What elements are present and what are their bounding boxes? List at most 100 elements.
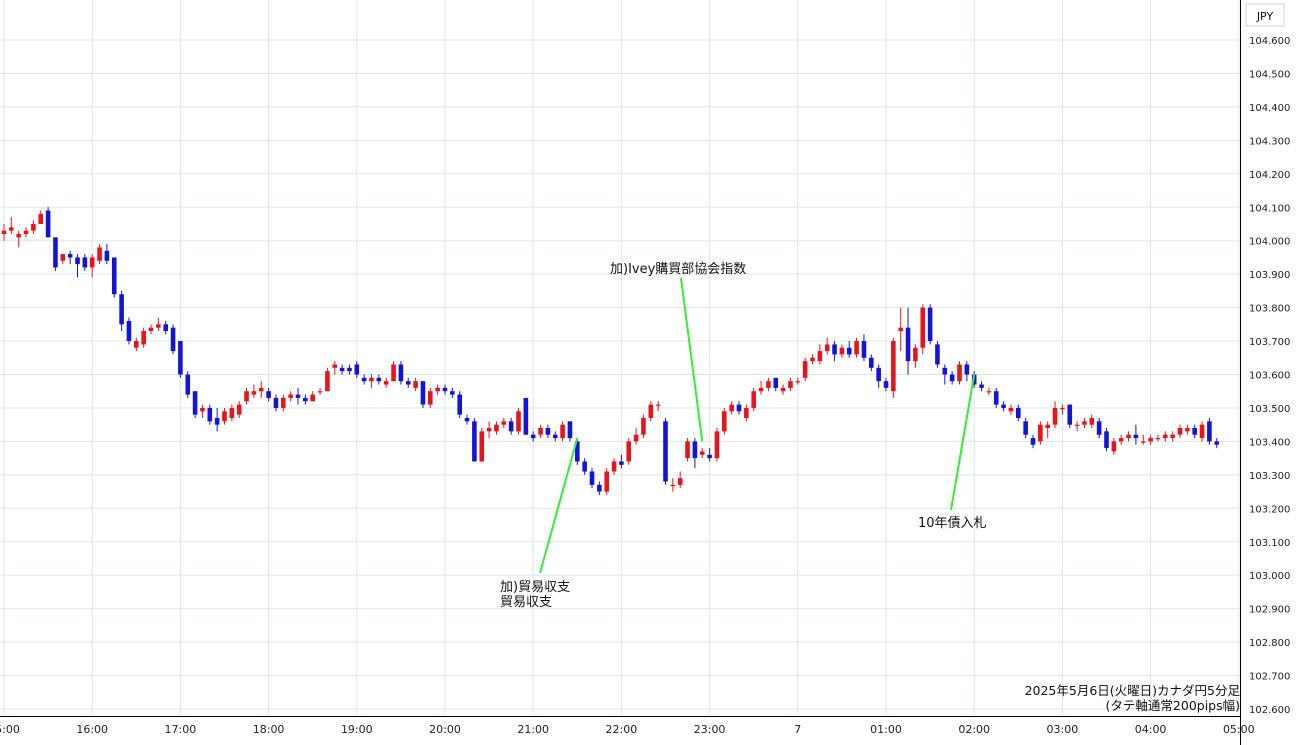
candle-up <box>913 344 918 368</box>
candle-down <box>104 244 110 265</box>
candle-up <box>891 337 896 398</box>
candle-body <box>648 404 654 418</box>
candle-body <box>1045 424 1050 429</box>
candle-up <box>655 401 661 412</box>
candle-body <box>699 451 705 455</box>
candle-body <box>552 434 558 439</box>
candle-down <box>552 431 558 442</box>
currency-badge[interactable] <box>1245 3 1285 27</box>
candle-body <box>214 417 220 425</box>
candle-body <box>281 397 286 408</box>
candle-up <box>501 417 507 429</box>
x-tick-label: 20:00 <box>429 723 461 736</box>
candles-layer <box>1 207 1220 495</box>
candle-down <box>214 407 220 432</box>
candle-body <box>428 391 433 405</box>
candle-body <box>964 364 970 375</box>
x-tick-label: 7 <box>794 723 801 736</box>
candle-down <box>846 341 852 358</box>
candle-body <box>442 387 448 392</box>
candle-down <box>1023 417 1028 439</box>
candle-body <box>927 307 933 342</box>
candle-body <box>317 391 323 393</box>
candle-body <box>589 471 595 485</box>
candle-down <box>1214 438 1220 449</box>
candle-body <box>266 391 271 398</box>
candle-body <box>1192 428 1197 435</box>
candle-body <box>832 344 837 355</box>
candle-body <box>545 428 551 435</box>
candle-up <box>626 438 632 465</box>
candle-up <box>317 387 323 395</box>
candle-down <box>927 304 933 345</box>
x-tick-label: 04:00 <box>1135 723 1167 736</box>
candle-up <box>824 337 830 355</box>
candle-up <box>758 381 764 395</box>
candle-body <box>273 397 279 408</box>
x-tick-label: 23:00 <box>694 723 726 736</box>
candle-down <box>273 394 279 412</box>
candle-body <box>920 307 926 348</box>
candle-up <box>641 414 646 439</box>
candle-down <box>1104 428 1109 452</box>
candle-body <box>361 377 367 382</box>
candle-body <box>1148 438 1153 442</box>
candle-up <box>744 404 749 422</box>
candle-up <box>677 471 683 489</box>
candle-up <box>957 361 962 385</box>
y-axis-ticks: 102.600 102.700 102.800 102.900 103.000 103.1… <box>1249 36 1290 716</box>
x-tick-label: 01:00 <box>870 723 902 736</box>
candle-body <box>538 428 543 435</box>
candle-body <box>207 407 213 422</box>
y-tick-label: 102.900 <box>1249 605 1290 616</box>
candle-up <box>722 407 727 435</box>
candle-up <box>1118 434 1124 445</box>
candle-down <box>398 361 404 385</box>
candle-up <box>817 344 823 365</box>
candle-down <box>508 417 514 435</box>
candle-body <box>383 381 389 385</box>
candle-up <box>560 421 565 442</box>
candle-up <box>134 337 139 352</box>
candle-body <box>339 367 345 372</box>
candle-body <box>200 407 205 412</box>
candle-up <box>670 478 676 492</box>
candle-up <box>751 387 756 412</box>
annotation-leader-line <box>950 374 976 511</box>
candle-body <box>325 371 330 392</box>
candle-body <box>38 213 44 224</box>
x-tick-label: 15:00 <box>0 723 20 736</box>
candle-down <box>575 438 580 465</box>
candle-down <box>185 371 191 398</box>
candle-body <box>464 417 470 422</box>
candle-up <box>633 428 639 445</box>
annotation-leader-line <box>680 277 704 442</box>
candle-body <box>1074 424 1080 426</box>
y-tick-label: 104.600 <box>1249 36 1290 47</box>
candle-body <box>141 331 146 345</box>
candle-up <box>810 354 815 365</box>
candle-body <box>332 364 338 368</box>
candle-down <box>949 371 955 385</box>
candle-up <box>1148 434 1153 445</box>
candle-down <box>663 417 668 485</box>
candle-body <box>641 417 646 435</box>
candle-down <box>582 458 587 475</box>
candle-up <box>229 404 235 422</box>
y-tick-label: 104.400 <box>1249 103 1290 114</box>
candle-up <box>1 223 7 241</box>
candle-body <box>722 411 727 432</box>
candle-up <box>516 407 521 435</box>
x-tick-label: 22:00 <box>606 723 638 736</box>
candle-down <box>1030 434 1036 449</box>
candle-body <box>1 230 7 235</box>
candle-body <box>1126 434 1131 439</box>
candle-down <box>405 377 411 388</box>
candle-body <box>163 324 168 332</box>
candle-down <box>883 377 889 392</box>
candle-body <box>766 381 771 388</box>
candle-body <box>817 351 823 362</box>
x-tick-label: 21:00 <box>517 723 549 736</box>
candle-up <box>1177 424 1183 439</box>
